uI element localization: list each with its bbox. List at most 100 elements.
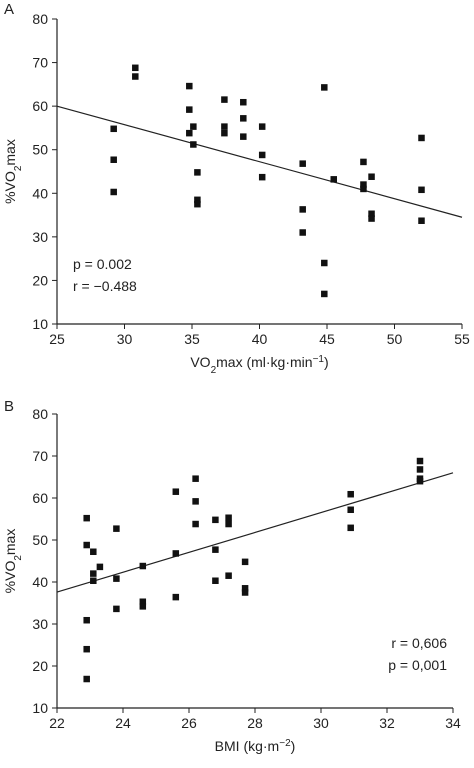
data-point <box>321 84 328 91</box>
panel-b: B 22 24 26 28 30 32 34 10 20 30 40 50 60 70 80 BMI (kg·m… <box>2 398 461 754</box>
data-point <box>241 585 249 592</box>
data-point <box>221 96 228 103</box>
data-point <box>212 577 219 584</box>
data-point <box>83 541 90 549</box>
stat-annotation: p = 0.002 <box>73 256 132 272</box>
x-tick-label: 26 <box>181 715 197 731</box>
data-point <box>418 217 425 224</box>
data-point <box>225 520 232 528</box>
data-point <box>418 134 425 142</box>
x-tick-label: 55 <box>454 331 470 347</box>
data-point <box>212 546 219 553</box>
y-axis-label: %VO2max <box>2 529 24 594</box>
data-point <box>83 675 90 683</box>
data-point <box>225 514 232 521</box>
data-point <box>194 196 201 204</box>
data-point <box>368 215 375 222</box>
x-tick-label: 34 <box>445 715 461 731</box>
data-point <box>113 525 120 532</box>
data-point <box>132 64 139 72</box>
data-point <box>416 457 424 465</box>
x-tick-label: 30 <box>313 715 329 731</box>
data-point <box>225 572 232 579</box>
y-tick-label: 70 <box>32 448 48 464</box>
data-point <box>110 188 117 196</box>
data-point <box>241 558 249 566</box>
data-point <box>321 259 328 267</box>
data-point <box>194 200 201 208</box>
y-tick-label: 60 <box>32 98 48 114</box>
y-tick-label: 60 <box>32 490 48 506</box>
data-point <box>241 589 249 596</box>
y-tick-label: 70 <box>32 55 48 71</box>
y-tick-label: 20 <box>32 272 48 288</box>
data-point <box>360 181 367 188</box>
regression-line <box>56 105 463 218</box>
data-point <box>360 158 367 166</box>
data-point <box>172 488 180 495</box>
stat-annotation: p = 0,001 <box>388 657 447 673</box>
data-point <box>360 185 367 193</box>
data-point <box>192 520 199 528</box>
y-tick-label: 80 <box>32 406 48 422</box>
data-point <box>258 123 266 130</box>
x-tick-label: 25 <box>49 331 65 347</box>
x-tick-label: 28 <box>247 715 263 731</box>
data-point <box>240 115 247 122</box>
data-point <box>258 173 266 181</box>
y-tick-label: 30 <box>32 616 48 632</box>
data-point <box>113 575 120 582</box>
data-point <box>190 123 197 130</box>
data-point <box>368 173 375 180</box>
data-point <box>172 593 180 601</box>
x-axis-label: VO2max (ml·kg·min−1) <box>190 354 328 376</box>
data-point <box>83 645 90 653</box>
data-point <box>186 106 193 113</box>
data-point <box>192 498 199 505</box>
data-point <box>416 466 424 473</box>
y-tick-label: 50 <box>32 142 48 158</box>
data-point <box>90 577 97 584</box>
data-point <box>172 550 180 557</box>
data-point <box>139 603 147 610</box>
data-point <box>212 516 219 524</box>
data-point <box>132 73 139 80</box>
x-tick-label: 35 <box>184 331 200 347</box>
data-point <box>416 477 424 485</box>
data-point <box>368 210 375 218</box>
data-point <box>192 475 199 482</box>
data-point <box>113 605 120 613</box>
y-tick-label: 10 <box>32 700 48 716</box>
panel-a: A 25 30 35 40 45 50 55 10 20 30 40 50 60 70 80 VO2max (m… <box>2 1 470 376</box>
x-tick-label: 24 <box>115 715 131 731</box>
data-point <box>83 616 90 624</box>
regression-line <box>56 472 454 593</box>
data-point <box>186 82 193 90</box>
data-point <box>186 129 193 137</box>
data-point <box>110 125 117 133</box>
data-point <box>194 169 201 176</box>
panel-label: A <box>4 1 14 18</box>
x-tick-label: 32 <box>379 715 395 731</box>
x-tick-label: 40 <box>252 331 268 347</box>
data-point <box>96 563 104 571</box>
data-point <box>83 514 90 522</box>
x-tick-label: 30 <box>117 331 133 347</box>
y-tick-label: 30 <box>32 229 48 245</box>
data-point <box>139 598 147 605</box>
y-tick-label: 50 <box>32 532 48 548</box>
y-axis-label: %VO2max <box>2 139 24 204</box>
data-point <box>258 151 266 159</box>
data-point <box>190 141 197 148</box>
data-point <box>221 123 228 130</box>
data-point <box>90 570 97 577</box>
x-tick-label: 45 <box>319 331 335 347</box>
data-point <box>139 562 147 570</box>
y-tick-label: 40 <box>32 574 48 590</box>
data-point <box>418 186 425 194</box>
data-point <box>321 290 328 298</box>
data-point <box>240 133 247 140</box>
data-point <box>299 206 306 213</box>
data-point <box>347 490 354 498</box>
